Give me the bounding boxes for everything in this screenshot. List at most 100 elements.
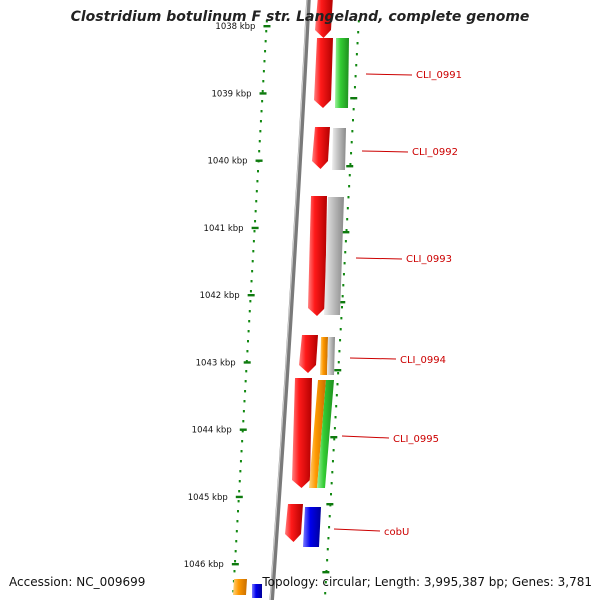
- scale-dot: [249, 300, 252, 303]
- gene-label-leader: [349, 357, 397, 360]
- scale-dot: [261, 100, 264, 103]
- gene-label[interactable]: CLI_0991: [416, 70, 462, 81]
- gene-label[interactable]: CLI_0994: [400, 355, 446, 366]
- outer-scale-dot: [324, 581, 327, 584]
- outer-scale-track: [324, 20, 360, 595]
- scale-dot: [245, 360, 248, 363]
- tick-label: 1038 kbp: [215, 22, 255, 32]
- outer-scale-dot: [330, 482, 333, 485]
- scale-dot: [252, 250, 255, 253]
- outer-scale-dot: [333, 427, 336, 430]
- outer-tick-mark: [334, 369, 342, 372]
- outer-scale-dot: [350, 152, 353, 155]
- tick-label: 1040 kbp: [208, 157, 248, 167]
- scale-dot: [254, 220, 257, 223]
- scale-dot: [242, 410, 245, 413]
- outer-scale-dot: [346, 218, 349, 221]
- scale-dot: [244, 380, 247, 383]
- scale-dot: [255, 200, 258, 203]
- tick-mark: [235, 495, 243, 499]
- outer-scale-dot: [339, 339, 342, 342]
- scale-dot: [238, 480, 241, 483]
- scale-dot: [235, 530, 238, 533]
- outer-scale-dot: [346, 207, 349, 210]
- outer-scale-dot: [337, 361, 340, 364]
- outer-scale-dot: [354, 75, 357, 78]
- outer-scale-dot: [332, 449, 335, 452]
- tick-mark: [231, 563, 239, 566]
- tick-mark: [251, 226, 259, 230]
- gene-bar-cli-0992: [332, 128, 346, 170]
- outer-scale-dot: [324, 592, 327, 595]
- outer-scale-dot: [345, 229, 348, 232]
- outer-scale-dot: [340, 317, 343, 320]
- scale-dot: [261, 90, 264, 93]
- scale-dot: [233, 570, 236, 573]
- outer-scale-dot: [343, 262, 346, 265]
- tick-label: 1046 kbp: [184, 560, 224, 570]
- scale-dot: [247, 340, 250, 343]
- scale-dot: [252, 240, 255, 243]
- scale-dot: [255, 190, 258, 193]
- tick-label: 1044 kbp: [192, 426, 232, 436]
- scale-dot: [257, 170, 260, 173]
- outer-scale-dot: [330, 493, 333, 496]
- gene-arrow-cli-0995: [292, 378, 312, 488]
- scale-dot: [264, 40, 267, 43]
- outer-scale-dot: [338, 350, 341, 353]
- scale-dot: [236, 520, 239, 523]
- outer-scale-dot: [352, 108, 355, 111]
- outer-scale-dot: [331, 471, 334, 474]
- outer-scale-dot: [342, 284, 345, 287]
- genome-summary-text: Topology: circular; Length: 3,995,387 bp…: [262, 575, 592, 589]
- gene-label[interactable]: CLI_0992: [412, 147, 458, 158]
- scale-track: [232, 20, 268, 593]
- scale-dot: [263, 60, 266, 63]
- scale-dot: [248, 310, 251, 313]
- gene-label-leader: [333, 528, 381, 532]
- tick-mark: [247, 294, 255, 297]
- tick-label: 1039 kbp: [211, 89, 251, 99]
- scale-dot: [264, 50, 267, 53]
- outer-scale-dot: [335, 394, 338, 397]
- outer-scale-dot: [337, 372, 340, 375]
- outer-scale-dot: [339, 328, 342, 331]
- scale-dot: [247, 330, 250, 333]
- scale-dot: [262, 80, 265, 83]
- tick-mark: [255, 159, 263, 162]
- gene-bar-cli-0991: [335, 38, 349, 108]
- scale-dot: [258, 150, 261, 153]
- scale-dot: [237, 510, 240, 513]
- gene-bar-bottom-b: [252, 584, 262, 598]
- gene-label[interactable]: CLI_0995: [393, 434, 439, 445]
- tick-mark: [263, 25, 271, 28]
- scale-dot: [260, 110, 263, 113]
- tick-mark: [259, 92, 267, 95]
- gene-features: [233, 0, 349, 598]
- outer-scale-dot: [355, 64, 358, 67]
- outer-scale-dot: [352, 119, 355, 122]
- tick-mark: [239, 428, 247, 431]
- gene-bar-cli-0994-a: [320, 337, 328, 375]
- scale-dot: [253, 230, 256, 233]
- scale-dot: [248, 320, 251, 323]
- gene-label[interactable]: CLI_0993: [406, 254, 452, 265]
- outer-tick-mark: [350, 97, 358, 100]
- outer-scale-dot: [328, 526, 331, 529]
- gene-arrow-cli-0993: [308, 196, 327, 316]
- map-title: Clostridium botulinum F str. Langeland, …: [70, 9, 530, 25]
- scale-dot: [239, 460, 242, 463]
- tick-label: 1042 kbp: [200, 291, 240, 301]
- scale-dot: [234, 560, 237, 563]
- scale-dot: [240, 450, 243, 453]
- scale-dot: [234, 550, 237, 553]
- outer-tick-mark: [342, 231, 350, 234]
- scale-dot: [245, 370, 248, 373]
- scale-dot: [251, 270, 254, 273]
- outer-scale-dot: [344, 240, 347, 243]
- gene-label-leader: [355, 257, 403, 260]
- outer-tick-mark: [338, 301, 346, 304]
- gene-label[interactable]: cobU: [384, 527, 409, 538]
- scale-dot: [258, 140, 261, 143]
